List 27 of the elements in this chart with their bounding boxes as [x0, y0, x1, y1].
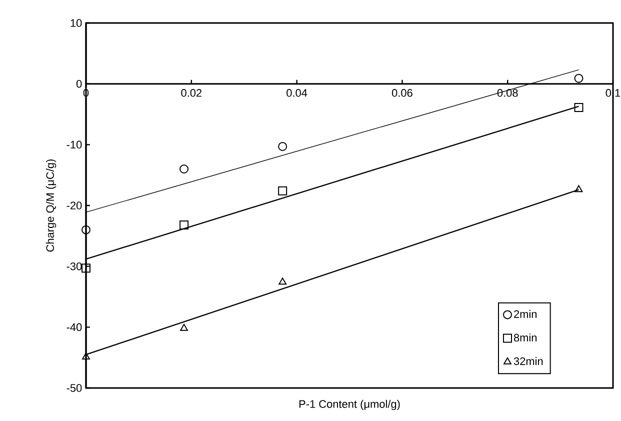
y-tick-label: 0: [76, 80, 82, 88]
point: [574, 103, 584, 112]
legend-label: 32min: [514, 357, 543, 366]
point: [574, 185, 583, 192]
legend-label: 8min: [514, 333, 537, 342]
y-tick-label: -50: [66, 384, 82, 392]
x-tick-label: 0.08: [497, 89, 518, 97]
y-tick-label: -40: [66, 323, 82, 332]
point: [278, 142, 288, 151]
point: [574, 74, 584, 83]
point: [278, 186, 288, 196]
x-tick-label: 0.06: [392, 89, 412, 97]
point: [82, 225, 90, 234]
y-tick-label: 10: [70, 19, 82, 27]
y-axis-title: Charge Q/M (μC/g): [46, 160, 56, 252]
point: [278, 278, 287, 285]
y-tick-label: -10: [66, 140, 82, 149]
point: [180, 164, 189, 174]
y-tick-label: -20: [66, 202, 82, 210]
x-tick-label: 0.02: [181, 89, 202, 97]
legend-label: 2min: [514, 310, 537, 318]
point: [180, 220, 189, 230]
point: [82, 264, 90, 273]
x-axis-title: P-1 Content (μmol/g): [299, 400, 400, 410]
point: [180, 324, 188, 331]
y-tick-label: -30: [66, 262, 82, 270]
x-tick-label: 0.04: [286, 89, 308, 97]
